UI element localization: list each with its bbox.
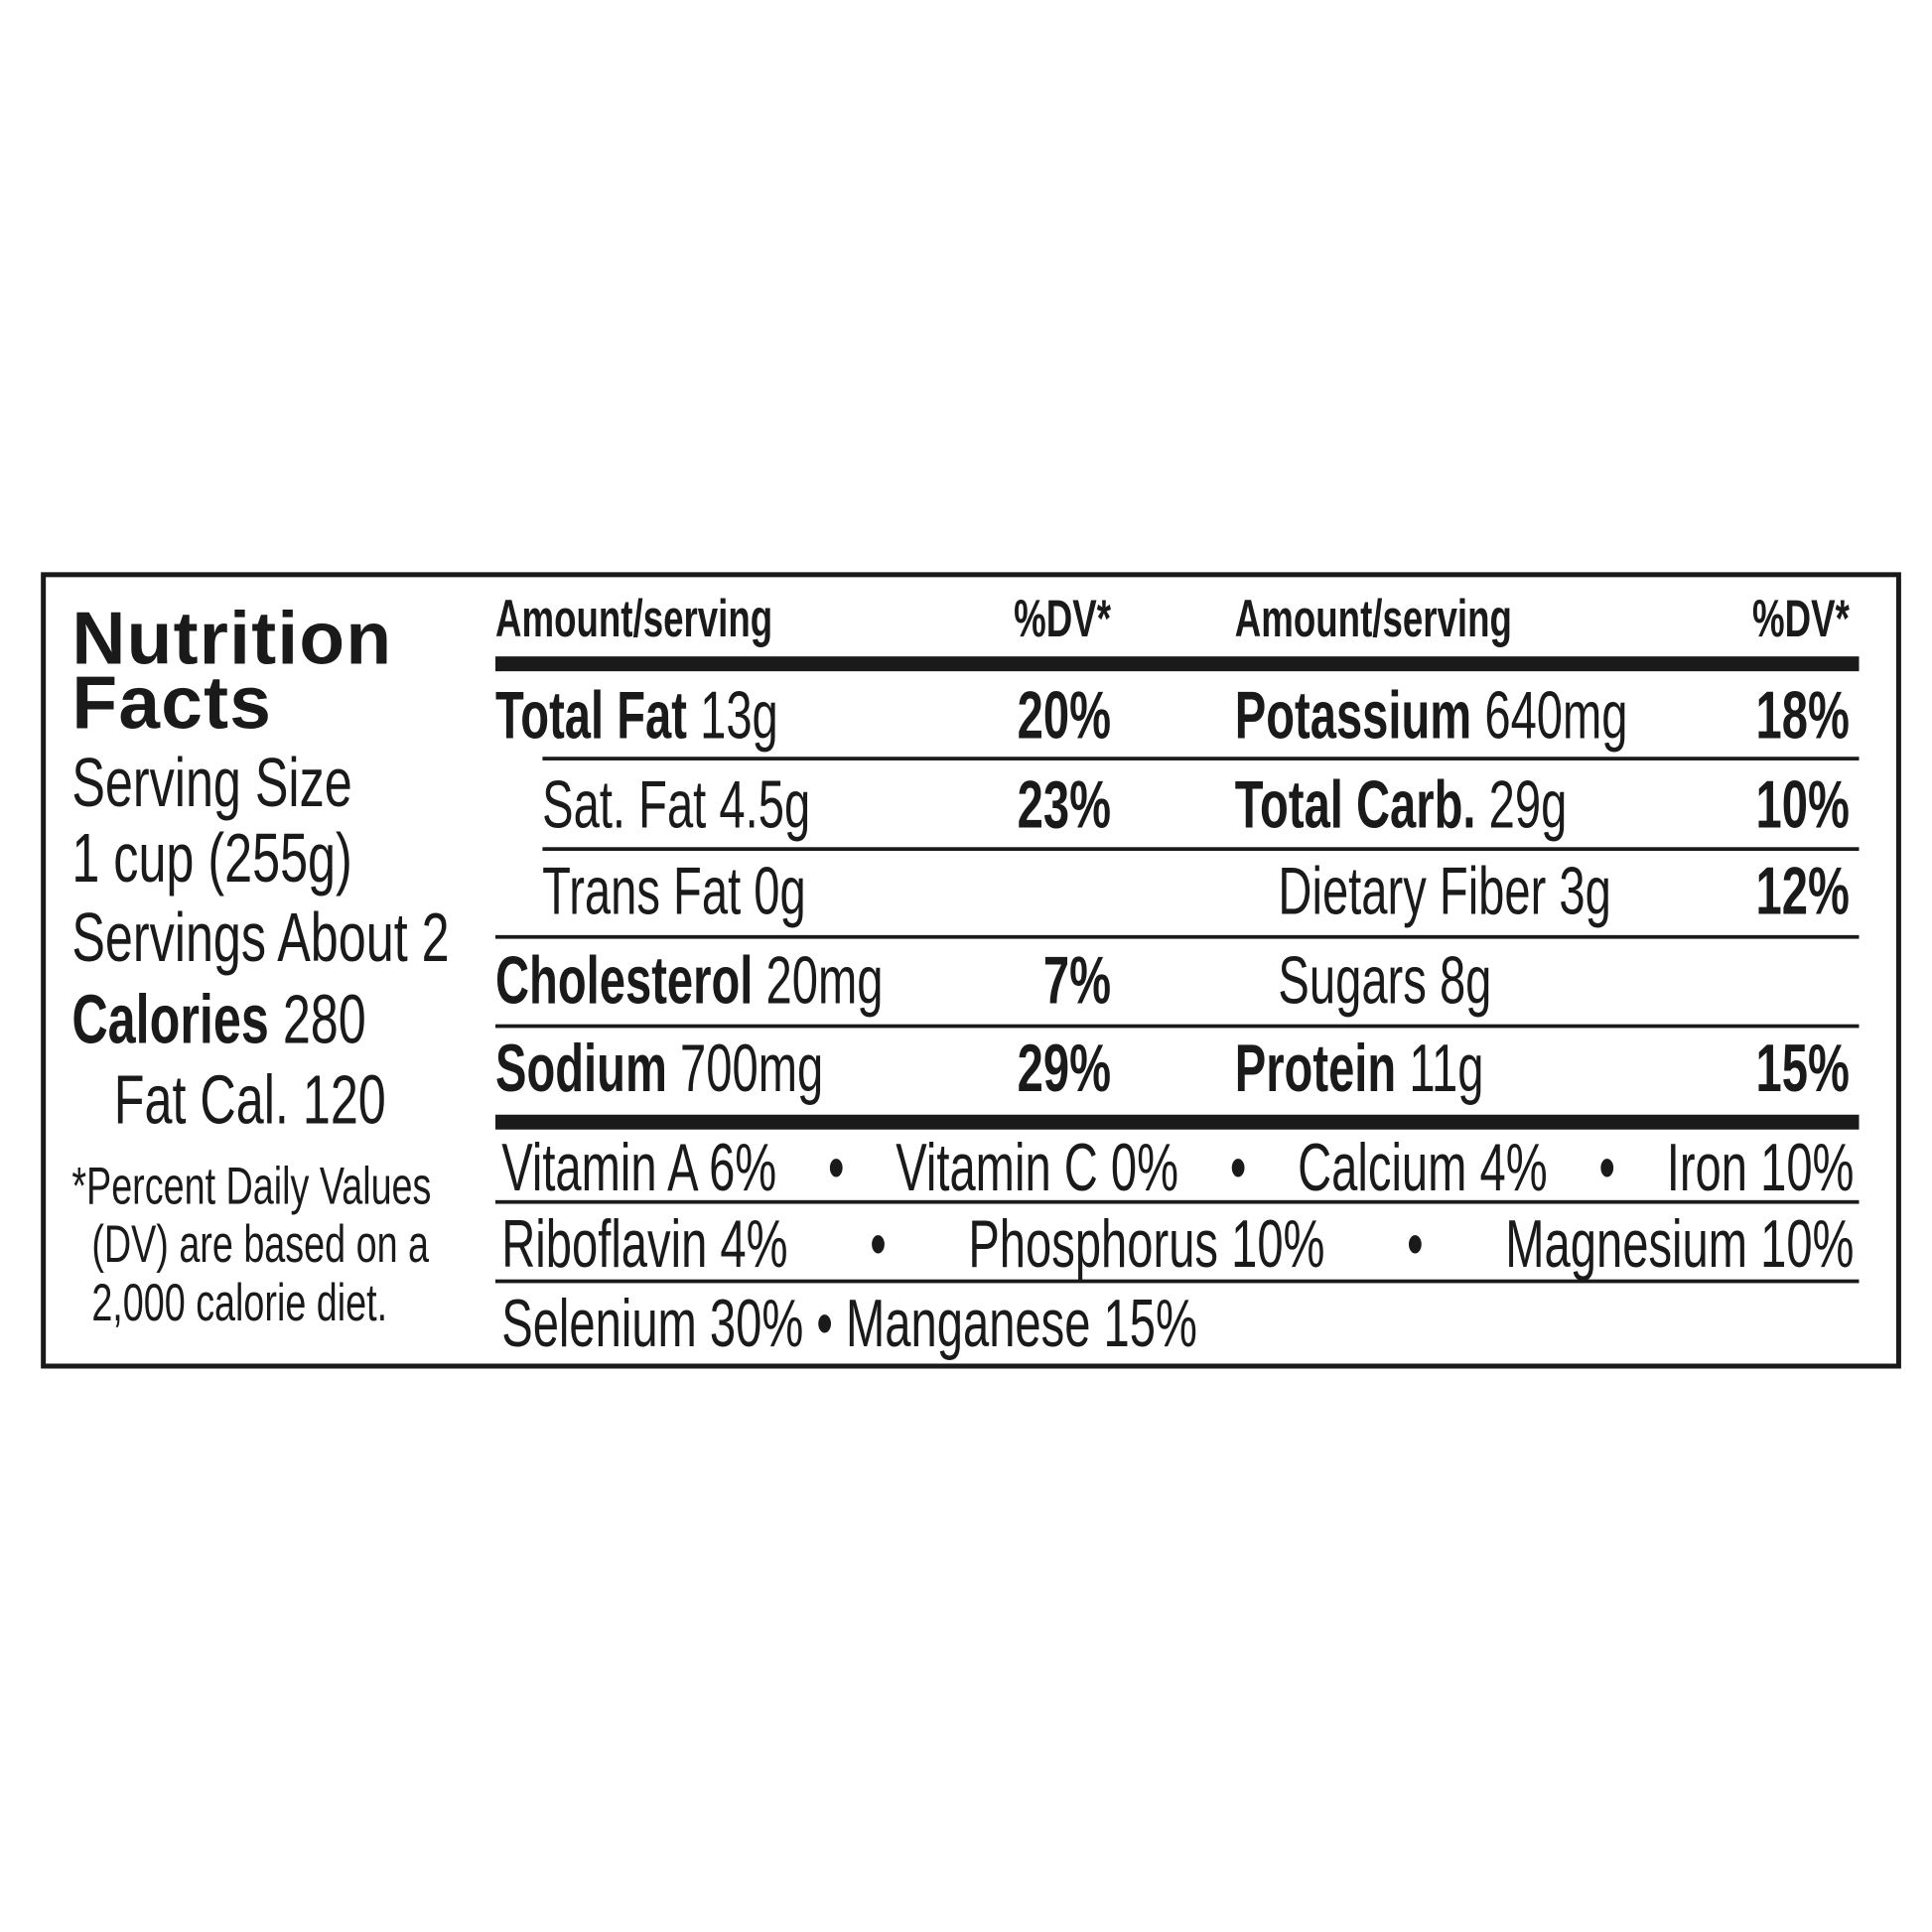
nutrient-row-protein: Protein 11g 15% <box>1235 1032 1850 1106</box>
thick-divider <box>494 656 1860 672</box>
nutrient-dv: 10% <box>1755 767 1850 843</box>
bullet-separator: • <box>828 1130 845 1205</box>
vitamin-item: Magnesium 10% <box>1505 1207 1855 1283</box>
vitamins-row-1: Vitamin A 6% • Vitamin C 0% • Calcium 4%… <box>501 1131 1854 1205</box>
nutrient-name: Total Fat <box>494 678 687 754</box>
nutrient-name: Trans Fat <box>542 854 742 929</box>
header-left: Amount/serving %DV* <box>495 582 1111 656</box>
vitamin-item: Iron 10% <box>1666 1130 1855 1205</box>
nutrient-dv: 20% <box>1017 678 1112 754</box>
nutrient-name: Sodium <box>494 1032 667 1107</box>
nutrient-row-total-fat: Total Fat 13g 20% <box>495 679 1111 754</box>
nutrient-dv: 12% <box>1755 854 1850 929</box>
serving-size-value: 1 cup (255g) <box>71 818 352 897</box>
divider <box>542 757 1860 760</box>
footnote-line: (DV) are based on a <box>91 1214 430 1274</box>
nutrient-row-potassium: Potassium 640mg 18% <box>1235 679 1850 754</box>
nutrient-dv: 18% <box>1755 678 1850 754</box>
nutrient-amount: 4.5g <box>719 767 811 843</box>
nutrient-dv: 23% <box>1017 767 1112 843</box>
vitamin-item: Vitamin C 0% <box>896 1130 1179 1205</box>
vitamin-item: Calcium 4% <box>1298 1130 1548 1205</box>
vitamins-row-3: Selenium 30% • Manganese 15% <box>501 1287 1854 1361</box>
servings-per-container: Servings About 2 <box>71 897 450 977</box>
dv-header: %DV* <box>1014 589 1112 648</box>
nutrient-row-cholesterol: Cholesterol 20mg 7% <box>495 944 1111 1019</box>
nutrient-dv: 15% <box>1755 1032 1850 1107</box>
nutrient-amount: 3g <box>1559 854 1611 929</box>
amount-header: Amount/serving <box>494 589 773 648</box>
calories: Calories 280 <box>71 982 365 1056</box>
nutrient-name: Total Carb. <box>1234 767 1476 843</box>
nutrient-dv: 29% <box>1017 1032 1112 1107</box>
nutrient-amount: 640mg <box>1484 678 1628 754</box>
header-right: Amount/serving %DV* <box>1235 582 1850 656</box>
nutrient-name: Sugars <box>1278 943 1427 1019</box>
nutrient-row-sugars: Sugars 8g <box>1235 944 1850 1019</box>
divider <box>542 847 1860 852</box>
nutrient-name: Cholesterol <box>494 943 754 1019</box>
divider <box>494 1279 1860 1284</box>
vitamin-item: Vitamin A 6% <box>501 1130 777 1205</box>
nutrient-row-sodium: Sodium 700mg 29% <box>495 1032 1111 1106</box>
fat-calories: Fat Cal. 120 <box>113 1059 386 1139</box>
vitamin-item: Phosphorus 10% <box>968 1207 1325 1283</box>
nutrient-amount: 0g <box>754 854 806 929</box>
vitamin-item: Riboflavin 4% <box>501 1207 788 1283</box>
divider <box>494 1199 1860 1204</box>
amount-header: Amount/serving <box>1234 589 1512 648</box>
nutrient-name: Protein <box>1234 1032 1397 1107</box>
nutrient-row-total-carb: Total Carb. 29g 10% <box>1235 767 1850 842</box>
bullet-separator: • <box>870 1207 887 1283</box>
nutrient-amount: 700mg <box>680 1032 824 1107</box>
nutrient-name: Sat. Fat <box>542 767 707 843</box>
title-nutrition: Nutrition <box>71 597 393 680</box>
nutrient-amount: 8g <box>1439 943 1492 1019</box>
bullet-separator: • <box>1598 1130 1615 1205</box>
bullet-separator: • <box>1229 1130 1247 1205</box>
nutrient-amount: 20mg <box>765 943 884 1019</box>
title-facts: Facts <box>71 661 273 745</box>
nutrient-amount: 11g <box>1409 1032 1484 1107</box>
calories-value: 280 <box>282 979 366 1058</box>
label-border <box>41 572 1901 1369</box>
serving-size-label: Serving Size <box>71 743 352 822</box>
nutrient-dv: 7% <box>1042 943 1112 1019</box>
footnote-line: 2,000 calorie diet. <box>91 1273 388 1332</box>
vitamin-item: Selenium 30% • Manganese 15% <box>501 1287 1197 1362</box>
footnote-line: *Percent Daily Values <box>71 1157 432 1215</box>
bullet-separator: • <box>1407 1207 1424 1283</box>
divider <box>494 1024 1860 1029</box>
thick-divider <box>494 1114 1860 1130</box>
nutrient-row-dietary-fiber: Dietary Fiber 3g 12% <box>1235 854 1850 929</box>
nutrient-row-trans-fat: Trans Fat 0g <box>495 855 1111 929</box>
divider <box>494 934 1860 939</box>
nutrient-amount: 13g <box>700 678 778 754</box>
nutrient-amount: 29g <box>1488 767 1568 843</box>
dv-header: %DV* <box>1752 589 1850 648</box>
nutrient-name: Potassium <box>1234 678 1472 754</box>
vitamins-row-2: Riboflavin 4% • Phosphorus 10% • Magnesi… <box>501 1207 1854 1282</box>
calories-label: Calories <box>71 979 269 1058</box>
nutrient-row-sat-fat: Sat. Fat 4.5g 23% <box>495 767 1111 842</box>
nutrient-name: Dietary Fiber <box>1278 854 1547 929</box>
